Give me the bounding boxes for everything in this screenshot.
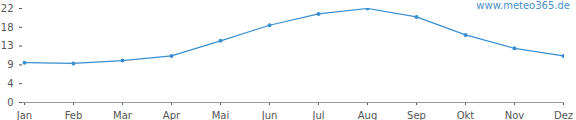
svg-text:22: 22: [1, 3, 14, 14]
html-text:www.meteo365.de: www.meteo365.de: [476, 0, 570, 11]
svg-text:18: 18: [1, 22, 14, 33]
svg-text:Feb: Feb: [65, 110, 83, 120]
svg-text:Jun: Jun: [261, 110, 278, 120]
svg-text:Okt: Okt: [457, 110, 475, 120]
svg-text:Aug: Aug: [358, 110, 378, 120]
svg-text:9: 9: [7, 59, 13, 70]
svg-text:Sep: Sep: [407, 110, 426, 120]
svg-text:Dez: Dez: [554, 110, 573, 120]
svg-text:0: 0: [7, 97, 13, 108]
svg-text:Nov: Nov: [505, 110, 525, 120]
svg-text:Jan: Jan: [16, 110, 32, 120]
svg-text:Jul: Jul: [311, 110, 324, 120]
svg-text:13: 13: [1, 40, 14, 51]
svg-text:Mai: Mai: [212, 110, 230, 120]
svg-text:4: 4: [7, 78, 13, 89]
svg-text:Apr: Apr: [163, 110, 181, 120]
svg-text:Mar: Mar: [113, 110, 133, 120]
